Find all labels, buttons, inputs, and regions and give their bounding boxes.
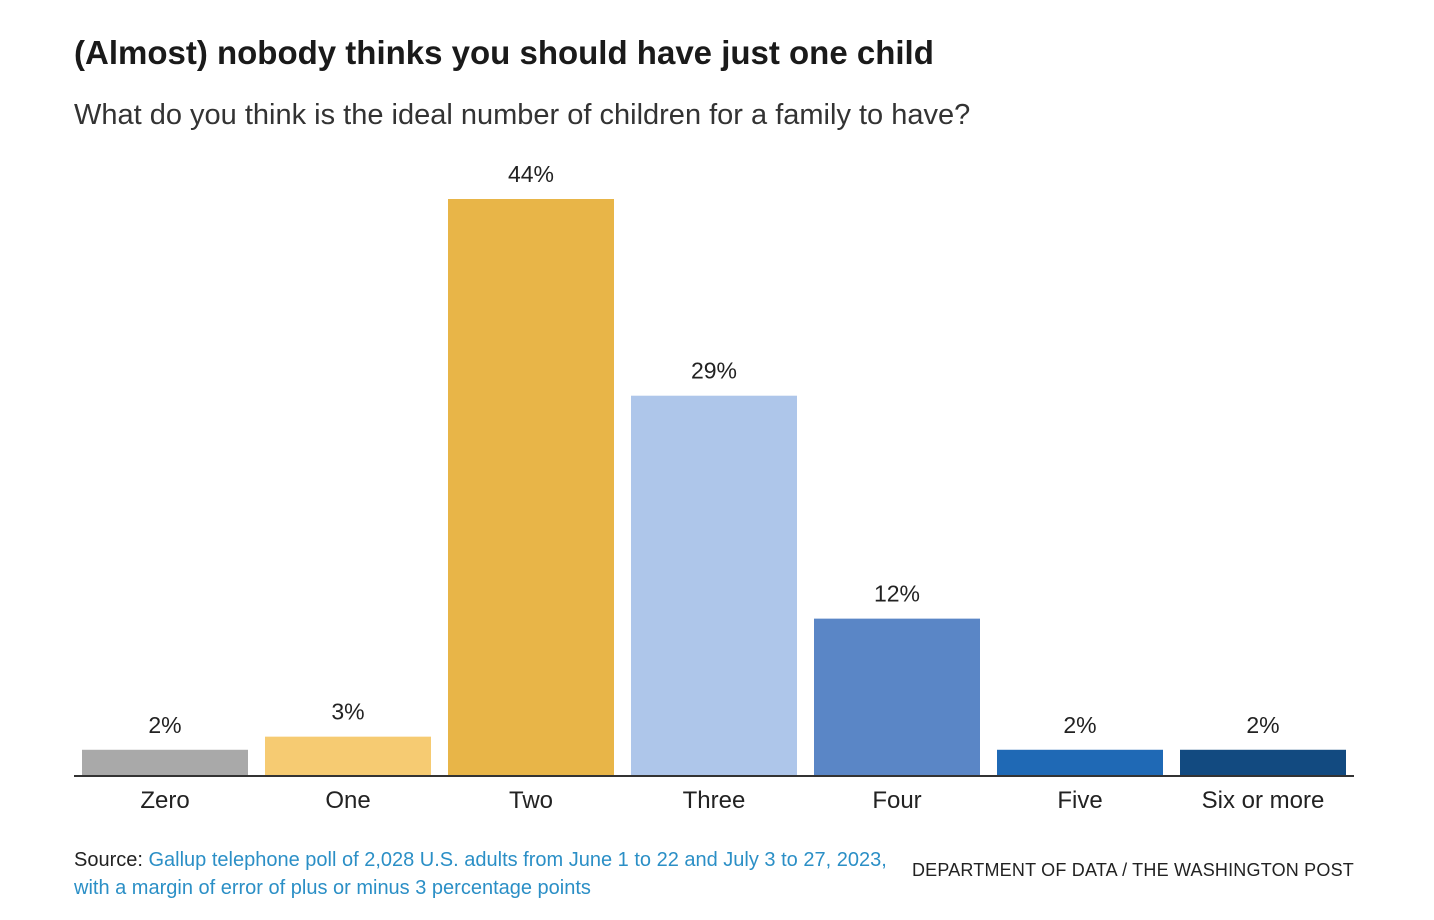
source-note: Source: Gallup telephone poll of 2,028 U… [74,846,904,902]
bar-zero [82,749,248,776]
bar-three [631,395,797,776]
source-text[interactable]: Gallup telephone poll of 2,028 U.S. adul… [74,849,887,899]
x-tick-label: One [325,787,370,814]
bar-two [448,199,614,776]
bar-four [814,618,980,776]
x-tick-label: Five [1057,787,1102,814]
x-tick-label: Four [872,787,921,814]
bars-layer: 2% Zero 3% One 44% Two 29% Three 12% Four 2% Five 2%… [82,161,1346,814]
chart-title: (Almost) nobody thinks you should have j… [74,34,934,71]
bar-value-label: 3% [331,699,364,725]
bar-value-label: 2% [1063,712,1096,738]
bar-value-label: 2% [148,712,181,738]
credit-line: DEPARTMENT OF DATA / THE WASHINGTON POST [911,860,1354,880]
bar-value-label: 44% [508,161,554,187]
source-label: Source: [74,849,149,871]
x-tick-label: Two [509,787,553,814]
bar-five [997,749,1163,776]
bar-chart: 2% Zero 3% One 44% Two 29% Three 12% Four 2% Five 2%… [74,161,1354,814]
x-tick-label: Six or more [1202,787,1325,814]
bar-value-label: 29% [691,358,737,384]
bar-six-or-more [1180,749,1346,776]
x-tick-label: Zero [140,787,189,814]
bar-one [265,736,431,776]
bar-value-label: 12% [874,581,920,607]
chart-subtitle: What do you think is the ideal number of… [74,99,971,131]
x-tick-label: Three [683,787,746,814]
bar-value-label: 2% [1246,712,1279,738]
